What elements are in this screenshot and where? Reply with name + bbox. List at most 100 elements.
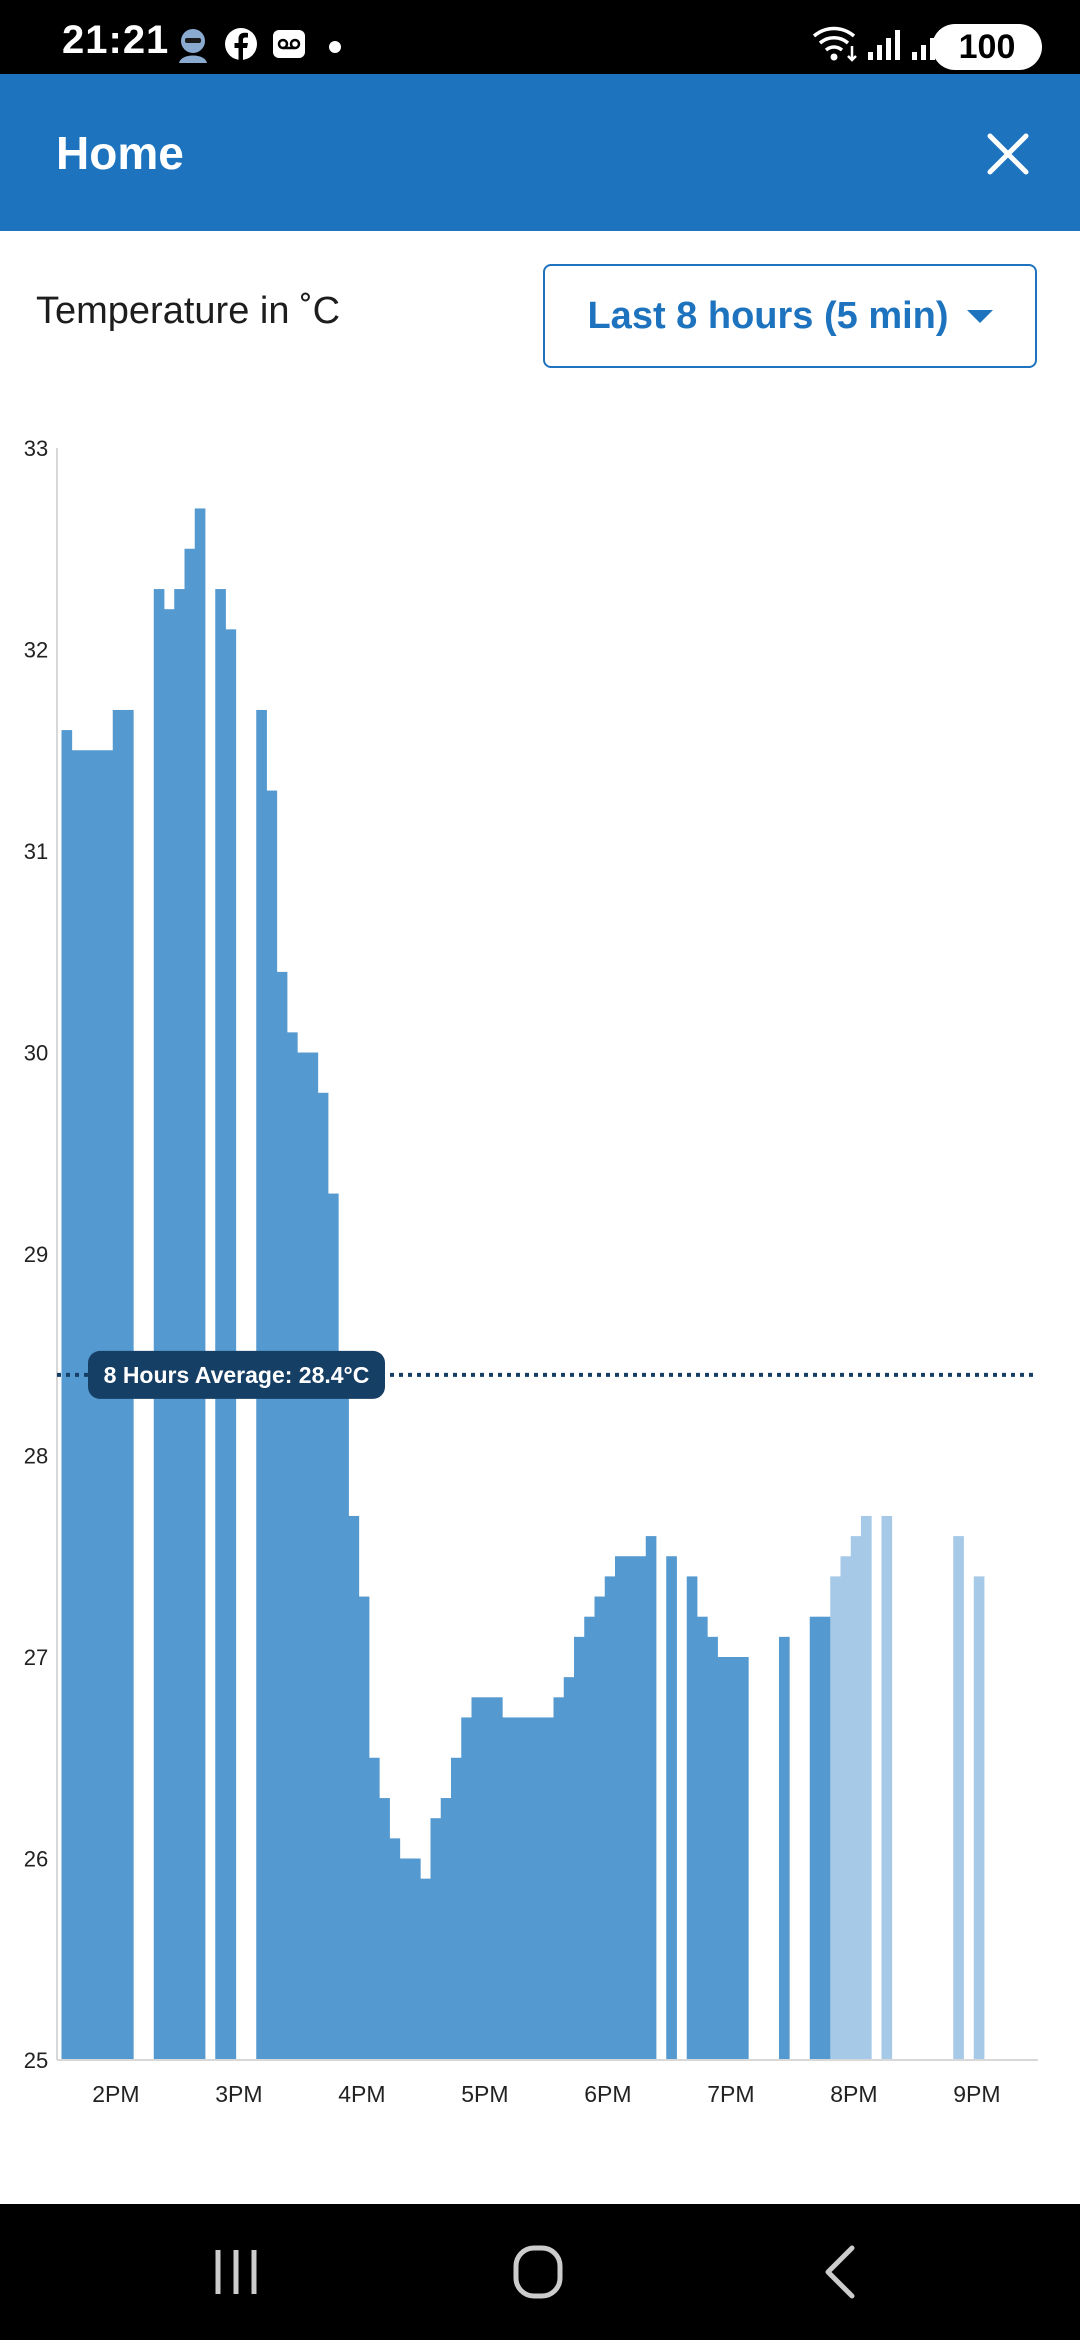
average-badge [88, 1350, 385, 1399]
bar [840, 1556, 852, 2060]
facebook-icon [225, 28, 257, 60]
bar [164, 609, 175, 2061]
voicemail-icon [273, 30, 305, 58]
bar [153, 589, 165, 2060]
bar [584, 1616, 595, 2060]
bar [707, 1636, 718, 2060]
y-tick-label: 30 [24, 1041, 48, 1066]
y-tick-label: 27 [24, 1645, 48, 1670]
page-title: Home [56, 127, 184, 179]
y-tick-label: 29 [24, 1242, 48, 1267]
bar [830, 1576, 841, 2060]
battery-indicator: 100 [932, 24, 1042, 70]
bar [82, 750, 93, 2060]
bar [727, 1657, 739, 2060]
bar [440, 1798, 452, 2060]
time-range-dropdown[interactable]: Last 8 hours (5 min) [543, 264, 1037, 368]
bar [451, 1757, 462, 2060]
y-tick-label: 31 [24, 839, 48, 864]
bar [717, 1657, 729, 2060]
bar [563, 1677, 575, 2060]
chart-title: Temperature in ˚C [36, 290, 341, 332]
bar [512, 1717, 524, 2060]
bar [850, 1536, 862, 2060]
bar [379, 1798, 390, 2060]
recent-apps-icon[interactable] [196, 2242, 276, 2302]
bar [738, 1657, 749, 2060]
bar [686, 1576, 698, 2060]
status-time: 21:21 [62, 18, 170, 62]
bar [522, 1717, 534, 2060]
average-label: 8 Hours Average: 28.4°C [104, 1362, 370, 1388]
bar [317, 1092, 329, 2060]
bar [174, 589, 185, 2060]
bar [266, 790, 278, 2060]
bar [502, 1717, 513, 2060]
bar [574, 1636, 585, 2060]
home-icon[interactable] [498, 2242, 578, 2302]
bar [594, 1596, 606, 2060]
bar [184, 548, 196, 2060]
bar [953, 1536, 964, 2060]
bar [215, 589, 226, 2060]
bar [225, 629, 237, 2060]
bar [820, 1616, 831, 2060]
bar [861, 1515, 872, 2060]
bar [399, 1858, 411, 2060]
app-bar: Home [0, 74, 1080, 231]
bar [71, 750, 83, 2060]
bar [102, 750, 114, 2060]
x-axis: 2PM 3PM 4PM 5PM 6PM 7PM 8PM 9PM [57, 2059, 1038, 2107]
bar [61, 730, 73, 2060]
bar [973, 1576, 985, 2060]
bar [410, 1858, 421, 2060]
bar [276, 971, 288, 2060]
bar [666, 1556, 677, 2060]
y-tick-label: 33 [24, 436, 48, 461]
wifi-icon [812, 26, 857, 62]
x-tick-label: 4PM [338, 2081, 385, 2107]
bar [287, 1032, 298, 2060]
avatar-icon [179, 29, 207, 63]
x-tick-label: 6PM [584, 2081, 631, 2107]
x-tick-label: 9PM [953, 2081, 1000, 2107]
x-tick-label: 5PM [461, 2081, 508, 2107]
x-tick-label: 7PM [707, 2081, 754, 2107]
bar [297, 1052, 308, 2060]
bar [348, 1515, 360, 2060]
bar [430, 1818, 442, 2060]
average-layer: 8 Hours Average: 28.4°C [57, 1350, 1038, 1399]
bar [481, 1697, 493, 2060]
bar [604, 1576, 616, 2060]
y-tick-label: 28 [24, 1444, 48, 1469]
bar [338, 1395, 349, 2060]
back-icon[interactable] [800, 2242, 880, 2302]
y-axis: 25 26 27 28 29 30 31 32 33 [24, 436, 58, 2073]
bar [420, 1878, 431, 2060]
temperature-chart: 25 26 27 28 29 30 31 32 33 2PM 3PM 4PM 5PM 6PM 7PM 8PM… [24, 436, 1038, 2107]
close-icon[interactable] [980, 126, 1036, 182]
time-range-label: Last 8 hours (5 min) [587, 294, 949, 337]
bar [881, 1515, 893, 2060]
navigation-bar [0, 2204, 1080, 2340]
x-tick-label: 3PM [215, 2081, 262, 2107]
bar [461, 1717, 472, 2060]
status-bar: 21:21 100 [0, 0, 1080, 74]
bar [358, 1596, 370, 2060]
bar [492, 1697, 503, 2060]
x-tick-label: 2PM [92, 2081, 139, 2107]
bar [543, 1717, 554, 2060]
bar [328, 1193, 339, 2060]
bar [615, 1556, 626, 2060]
x-tick-label: 8PM [830, 2081, 877, 2107]
bar [779, 1636, 790, 2060]
bar [697, 1616, 708, 2060]
bars-layer [61, 508, 985, 2061]
bar [553, 1697, 565, 2060]
bar [389, 1838, 401, 2060]
bar [471, 1697, 483, 2060]
bar [625, 1556, 636, 2060]
bar [635, 1556, 647, 2060]
y-tick-label: 26 [24, 1847, 48, 1872]
signal-icon-1 [868, 30, 900, 60]
